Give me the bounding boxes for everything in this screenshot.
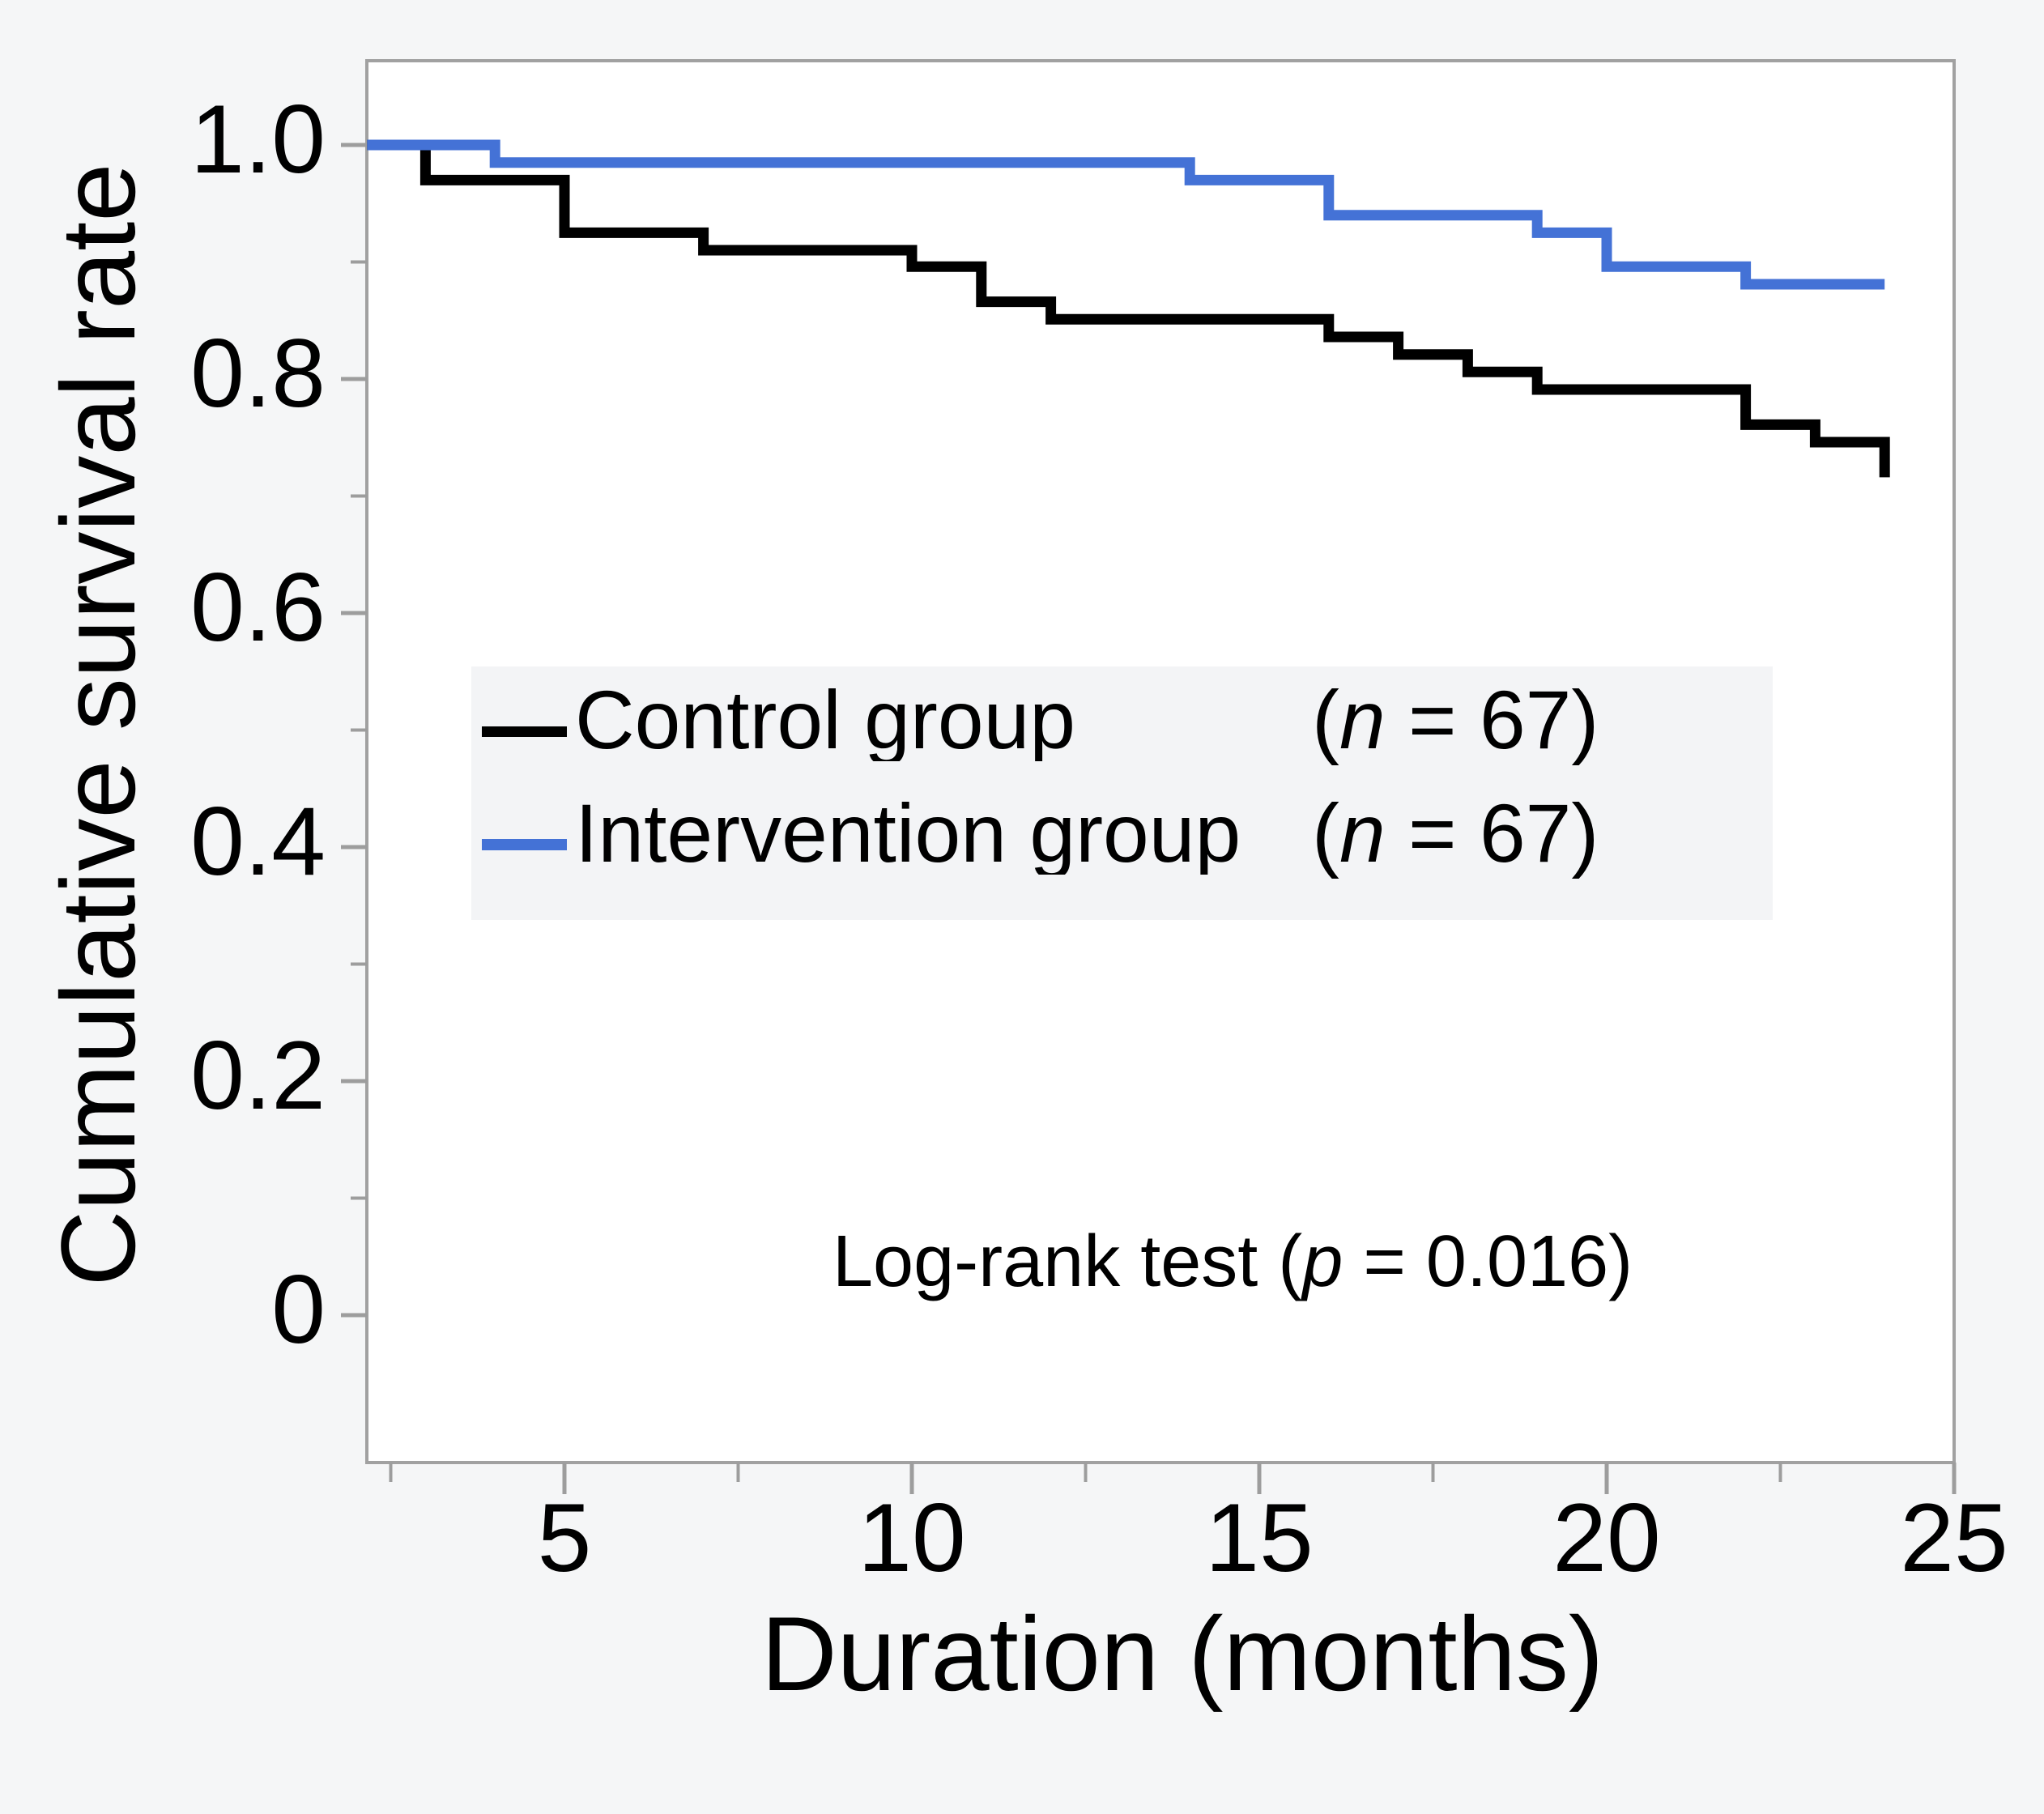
x-tick-label: 10 [858,1484,966,1592]
legend-n-intervention: (n = 67) [1312,787,1599,879]
legend-n-control: (n = 67) [1312,674,1599,766]
axis-ticks [341,143,1957,1494]
y-tick-label: 0.6 [190,553,326,662]
y-tick-label: 0.8 [190,319,326,428]
x-tick-label: 25 [1900,1484,2008,1592]
y-tick-label: 0.2 [190,1021,326,1130]
control-line-swatch [482,726,567,737]
x-axis-title: Duration (months) [760,1595,1604,1713]
legend-label-intervention: Intervention group [575,792,1241,875]
x-tick-label: 15 [1205,1484,1314,1592]
y-tick-label: 0.4 [190,787,326,896]
intervention-curve [367,139,1885,290]
y-tick-label: 1.0 [190,85,326,194]
survival-curves [367,139,1890,478]
y-tick-label: 0 [271,1255,326,1364]
x-tick-label: 5 [537,1484,592,1592]
control-curve [367,139,1890,478]
legend [471,666,1773,920]
legend-row-control: Control group (n = 67) [575,679,1599,761]
legend-label-control: Control group [575,679,1076,761]
log-rank-annotation: Log-rank test (p = 0.016) [833,1221,1633,1302]
legend-row-intervention: Intervention group (n = 67) [575,792,1599,875]
x-tick-label: 20 [1552,1484,1661,1592]
intervention-line-swatch [482,839,567,850]
